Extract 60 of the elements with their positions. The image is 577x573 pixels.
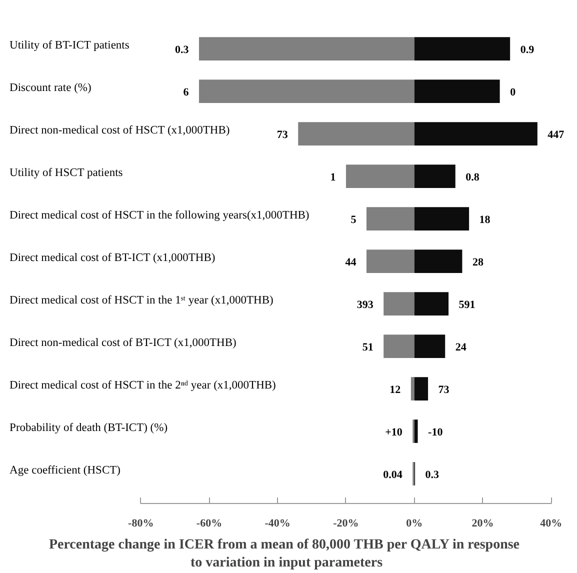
- y-tick-label: Direct medical cost of BT-ICT (x1,000THB): [10, 252, 216, 264]
- annotation: 73: [276, 128, 288, 141]
- annotation: -10: [428, 426, 444, 438]
- bar: [298, 122, 414, 146]
- bar: [366, 207, 414, 230]
- annotation: 591: [458, 298, 476, 311]
- bar: [414, 80, 500, 103]
- annotation: 44: [345, 256, 357, 268]
- y-tick-label: Age coefficient (HSCT): [10, 464, 121, 476]
- y-tick-label: Probability of death (BT-ICT) (%): [10, 422, 168, 434]
- bar: [414, 37, 510, 60]
- annotation: +10: [385, 426, 403, 438]
- bar: [384, 292, 414, 316]
- x-tick-label: -40%: [264, 518, 290, 530]
- x-tick-label: 0%: [406, 518, 423, 530]
- x-tick-label: -60%: [196, 518, 222, 530]
- annotation: 1: [330, 171, 336, 184]
- y-tick-label: Direct medical cost of HSCT in the 1ˢᵗ year (x1,000THB): [10, 294, 274, 306]
- bar: [410, 377, 414, 400]
- annotation: 28: [472, 256, 484, 268]
- annotation: 0: [510, 86, 516, 98]
- x-tick-label: -20%: [333, 518, 359, 530]
- annotation: 6: [183, 86, 190, 98]
- annotation: 51: [362, 341, 374, 354]
- y-tick-label: Utility of HSCT patients: [10, 166, 124, 179]
- y-tick-label: Discount rate (%): [10, 82, 92, 94]
- bar: [198, 80, 414, 103]
- annotation: 0.3: [174, 44, 190, 56]
- bar: [414, 122, 538, 146]
- annotation: 447: [548, 128, 565, 141]
- annotation: 12: [390, 384, 402, 396]
- bar: [366, 250, 414, 273]
- annotation: 0.3: [425, 468, 440, 481]
- annotation: 0.9: [520, 44, 535, 56]
- bar: [414, 377, 428, 400]
- bar: [384, 334, 414, 358]
- y-tick-label: Direct non-medical cost of BT-ICT (x1,000THB): [10, 336, 236, 349]
- bar: [198, 37, 414, 60]
- y-tick-label: Direct non-medical cost of HSCT (x1,000THB): [10, 124, 230, 136]
- annotation: 5: [350, 214, 357, 226]
- annotation: 0.8: [466, 171, 480, 184]
- annotation: 0.04: [383, 468, 403, 481]
- y-tick-label: Direct medical cost of HSCT in the 2ⁿᵈ year (x1,000THB): [10, 379, 276, 392]
- annotation: 18: [479, 214, 491, 226]
- x-tick-label: 20%: [472, 518, 494, 530]
- x-axis-title: Percentage change in ICER from a mean of 80,000 THB per QALY in response to variation in input parameters: [48, 538, 520, 570]
- bar: [414, 207, 470, 230]
- annotation: 73: [438, 384, 450, 396]
- x-tick-label: -80%: [128, 518, 154, 530]
- bar: [414, 334, 446, 358]
- bar: [414, 292, 449, 316]
- bar: [346, 164, 414, 188]
- x-tick-label: 40%: [540, 518, 562, 530]
- y-tick-label: Utility of BT-ICT patients: [10, 39, 130, 52]
- bar: [414, 420, 418, 443]
- annotation: 24: [455, 341, 467, 354]
- bar: [414, 250, 462, 273]
- y-tick-label: Direct medical cost of HSCT in the following years(x1,000THB): [10, 209, 310, 222]
- annotation: 393: [356, 298, 374, 311]
- bar: [414, 164, 456, 188]
